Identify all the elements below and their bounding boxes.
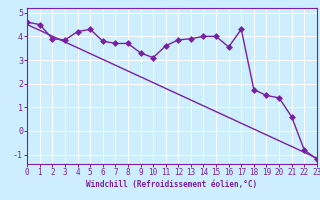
X-axis label: Windchill (Refroidissement éolien,°C): Windchill (Refroidissement éolien,°C): [86, 180, 258, 189]
